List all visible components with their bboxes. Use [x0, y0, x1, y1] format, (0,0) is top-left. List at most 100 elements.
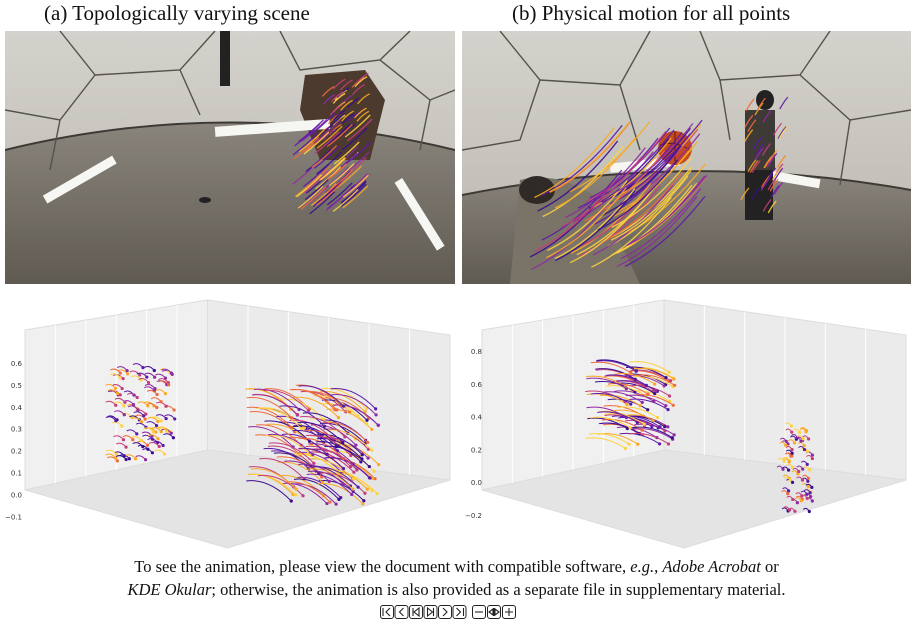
point	[165, 417, 168, 420]
point	[135, 432, 138, 435]
tick-label: 0.1	[11, 470, 22, 478]
control-button[interactable]	[453, 606, 466, 619]
point	[155, 424, 158, 427]
point	[787, 489, 790, 492]
point	[658, 425, 661, 428]
control-button[interactable]	[395, 606, 408, 619]
point	[377, 424, 380, 427]
point	[646, 408, 649, 411]
tick-label: −0.2	[465, 512, 482, 520]
point	[125, 458, 128, 461]
point	[341, 441, 344, 444]
point	[663, 384, 666, 387]
point	[146, 448, 149, 451]
point	[119, 371, 122, 374]
point	[643, 423, 646, 426]
control-button[interactable]	[381, 606, 394, 619]
point	[672, 377, 675, 380]
point	[311, 453, 314, 456]
point	[800, 494, 803, 497]
control-button[interactable]	[424, 606, 437, 619]
point	[114, 404, 117, 407]
point	[350, 493, 353, 496]
point	[810, 486, 813, 489]
tick-label: 0.5	[11, 382, 22, 390]
point	[373, 470, 376, 473]
point	[377, 463, 380, 466]
point	[655, 390, 658, 393]
point	[808, 468, 811, 471]
plot-3d	[25, 300, 450, 548]
point	[295, 488, 298, 491]
point	[356, 414, 359, 417]
point	[165, 405, 168, 408]
point	[639, 404, 642, 407]
point	[121, 387, 124, 390]
point	[134, 457, 137, 460]
control-button[interactable]	[439, 606, 452, 619]
point	[784, 444, 787, 447]
point	[796, 501, 799, 504]
point	[641, 401, 644, 404]
point	[124, 445, 127, 448]
point	[361, 502, 364, 505]
caption-text: e.g.	[630, 557, 654, 576]
point	[786, 492, 789, 495]
point	[627, 443, 630, 446]
point	[290, 416, 293, 419]
point	[136, 396, 139, 399]
point	[798, 431, 801, 434]
point	[807, 477, 810, 480]
point	[170, 372, 173, 375]
point	[312, 462, 315, 465]
tick-label: 0.8	[471, 348, 482, 356]
point	[144, 458, 147, 461]
point	[807, 485, 810, 488]
point	[363, 492, 366, 495]
caption: To see the animation, please view the do…	[0, 557, 913, 577]
point	[811, 457, 814, 460]
point	[163, 452, 166, 455]
button-frame	[424, 606, 437, 619]
point	[146, 404, 149, 407]
caption-text: To see the animation, please view the do…	[134, 557, 630, 576]
point	[290, 426, 293, 429]
tick-label: 0.0	[11, 491, 22, 499]
point	[160, 400, 163, 403]
photo	[462, 31, 911, 284]
point	[120, 424, 123, 427]
point	[791, 452, 794, 455]
point	[806, 497, 809, 500]
point	[376, 492, 379, 495]
point	[653, 383, 656, 386]
caption-text: or	[761, 557, 779, 576]
point	[368, 476, 371, 479]
point	[664, 404, 667, 407]
point	[365, 419, 368, 422]
point	[153, 376, 156, 379]
point	[138, 373, 141, 376]
point	[164, 392, 167, 395]
control-button[interactable]	[473, 606, 486, 619]
point	[128, 457, 131, 460]
point	[791, 498, 794, 501]
point	[333, 408, 336, 411]
point	[301, 494, 304, 497]
point	[337, 416, 340, 419]
point	[141, 366, 144, 369]
control-button[interactable]	[410, 606, 423, 619]
point	[789, 479, 792, 482]
point	[672, 404, 675, 407]
point	[356, 486, 359, 489]
point	[290, 499, 293, 502]
point	[296, 413, 299, 416]
control-button[interactable]	[503, 606, 516, 619]
tick-label: 0.3	[11, 426, 22, 434]
button-frame	[410, 606, 423, 619]
point	[300, 427, 303, 430]
point	[809, 495, 812, 498]
point	[806, 480, 809, 483]
control-button[interactable]	[488, 606, 501, 619]
point	[342, 405, 345, 408]
point	[123, 413, 126, 416]
